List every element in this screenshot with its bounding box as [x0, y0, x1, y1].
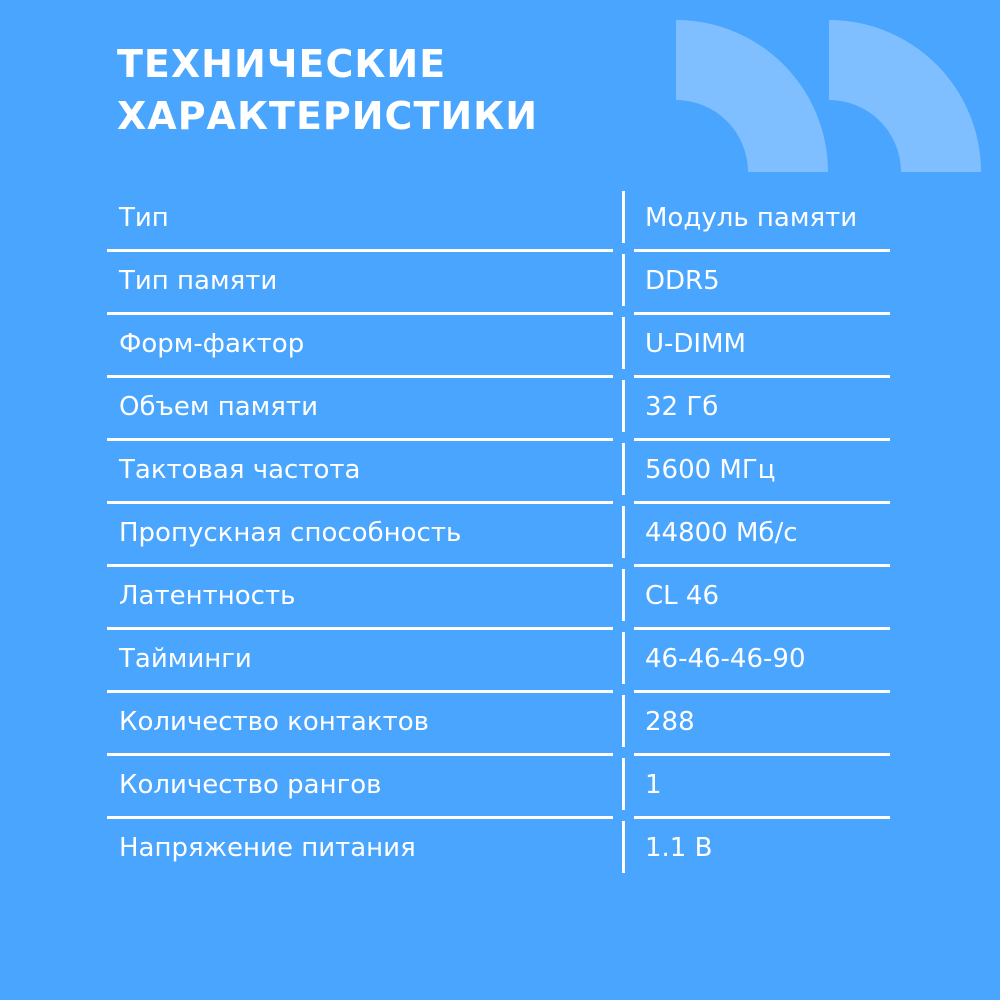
spec-row: Количество рангов 1 — [0, 756, 1000, 819]
spec-row: Латентность CL 46 — [0, 567, 1000, 630]
row-divider — [107, 375, 613, 378]
quote-mark-right — [829, 20, 981, 172]
column-divider — [622, 191, 625, 243]
spec-label: Форм-фактор — [119, 329, 305, 359]
column-divider — [622, 632, 625, 684]
row-divider — [634, 627, 890, 630]
spec-row: Напряжение питания 1.1 В — [0, 819, 1000, 882]
row-divider — [634, 816, 890, 819]
spec-label: Количество контактов — [119, 707, 429, 737]
row-divider — [107, 753, 613, 756]
spec-value: U-DIMM — [645, 329, 746, 359]
row-divider — [634, 690, 890, 693]
column-divider — [622, 695, 625, 747]
spec-label: Тактовая частота — [119, 455, 361, 485]
title-line-1: ТЕХНИЧЕСКИЕ — [117, 42, 447, 86]
spec-row: Форм-фактор U-DIMM — [0, 315, 1000, 378]
quote-mark-left — [676, 20, 828, 172]
spec-row: Тайминги 46-46-46-90 — [0, 630, 1000, 693]
spec-label: Напряжение питания — [119, 833, 416, 863]
spec-label: Объем памяти — [119, 392, 318, 422]
spec-value: Модуль памяти — [645, 203, 858, 233]
spec-value: 46-46-46-90 — [645, 644, 806, 674]
column-divider — [622, 758, 625, 810]
row-divider — [634, 753, 890, 756]
row-divider — [107, 438, 613, 441]
spec-label: Тип — [119, 203, 169, 233]
column-divider — [622, 380, 625, 432]
spec-value: 1.1 В — [645, 833, 713, 863]
row-divider — [107, 564, 613, 567]
row-divider — [634, 375, 890, 378]
row-divider — [107, 627, 613, 630]
row-divider — [634, 312, 890, 315]
column-divider — [622, 317, 625, 369]
spec-label: Количество рангов — [119, 770, 382, 800]
row-divider — [634, 501, 890, 504]
spec-label: Тип памяти — [119, 266, 278, 296]
column-divider — [622, 254, 625, 306]
row-divider — [634, 438, 890, 441]
spec-value: 5600 МГц — [645, 455, 776, 485]
title-line-2: ХАРАКТЕРИСТИКИ — [117, 94, 539, 138]
row-divider — [107, 249, 613, 252]
spec-label: Тайминги — [119, 644, 252, 674]
spec-row: Количество контактов 288 — [0, 693, 1000, 756]
row-divider — [107, 501, 613, 504]
spec-value: 44800 Мб/с — [645, 518, 798, 548]
page-title: ТЕХНИЧЕСКИЕ ХАРАКТЕРИСТИКИ — [117, 38, 538, 142]
spec-value: DDR5 — [645, 266, 720, 296]
row-divider — [107, 312, 613, 315]
closing-quote-icon — [676, 20, 981, 172]
spec-row: Тип Модуль памяти — [0, 189, 1000, 252]
row-divider — [107, 690, 613, 693]
row-divider — [634, 249, 890, 252]
spec-label: Пропускная способность — [119, 518, 462, 548]
column-divider — [622, 506, 625, 558]
spec-row: Объем памяти 32 Гб — [0, 378, 1000, 441]
column-divider — [622, 443, 625, 495]
column-divider — [622, 569, 625, 621]
spec-value: CL 46 — [645, 581, 719, 611]
row-divider — [107, 816, 613, 819]
spec-value: 1 — [645, 770, 662, 800]
spec-value: 32 Гб — [645, 392, 719, 422]
column-divider — [622, 821, 625, 873]
spec-row: Тактовая частота 5600 МГц — [0, 441, 1000, 504]
spec-label: Латентность — [119, 581, 296, 611]
spec-row: Тип памяти DDR5 — [0, 252, 1000, 315]
row-divider — [634, 564, 890, 567]
spec-value: 288 — [645, 707, 695, 737]
spec-row: Пропускная способность 44800 Мб/с — [0, 504, 1000, 567]
